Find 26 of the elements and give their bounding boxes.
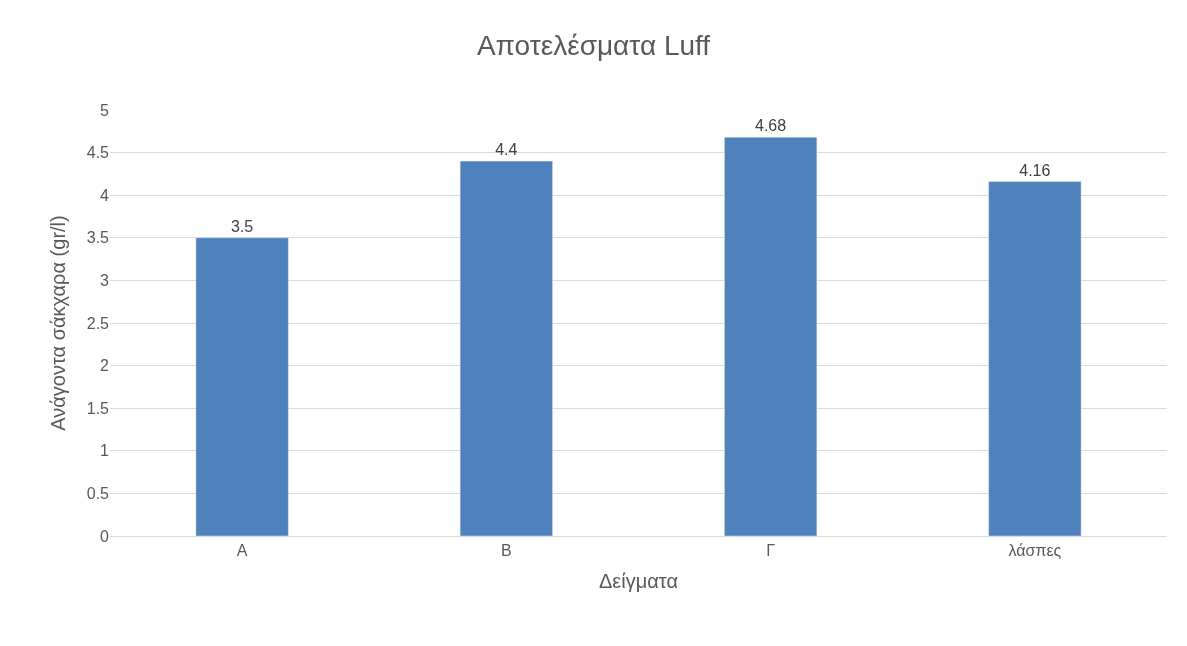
x-tick-label: Γ (766, 542, 776, 560)
y-tick-label: 2.5 (86, 314, 110, 332)
chart-title: Αποτελέσματα Luff (476, 30, 711, 62)
bar (724, 137, 818, 536)
bar (459, 160, 553, 536)
y-axis-title: Ανάγοντα σάκχαρα (gr/l) (47, 215, 70, 431)
x-tick-label: λάσπες (1008, 542, 1062, 560)
y-tick-label: 4 (100, 186, 110, 204)
y-tick-label: 0 (100, 527, 110, 545)
bar (988, 181, 1082, 536)
bar (195, 237, 289, 536)
y-tick-label: 3.5 (86, 229, 110, 247)
x-tick-label: Α (236, 542, 248, 560)
y-tick-label: 3 (100, 272, 110, 289)
x-tick-label: Β (501, 542, 512, 560)
y-tick-label: 4.5 (86, 144, 110, 162)
y-tick-label: 1 (100, 442, 110, 460)
y-tick-label: 0.5 (86, 485, 110, 502)
data-label: 4.16 (1019, 161, 1051, 179)
data-label: 3.5 (230, 217, 254, 235)
y-tick-label: 1.5 (86, 399, 110, 417)
x-axis-title: Δείγματα (599, 569, 678, 592)
data-label: 4.4 (495, 141, 518, 159)
data-label: 4.68 (755, 117, 787, 135)
y-tick-label: 5 (100, 101, 110, 119)
y-tick-label: 2 (100, 357, 110, 375)
